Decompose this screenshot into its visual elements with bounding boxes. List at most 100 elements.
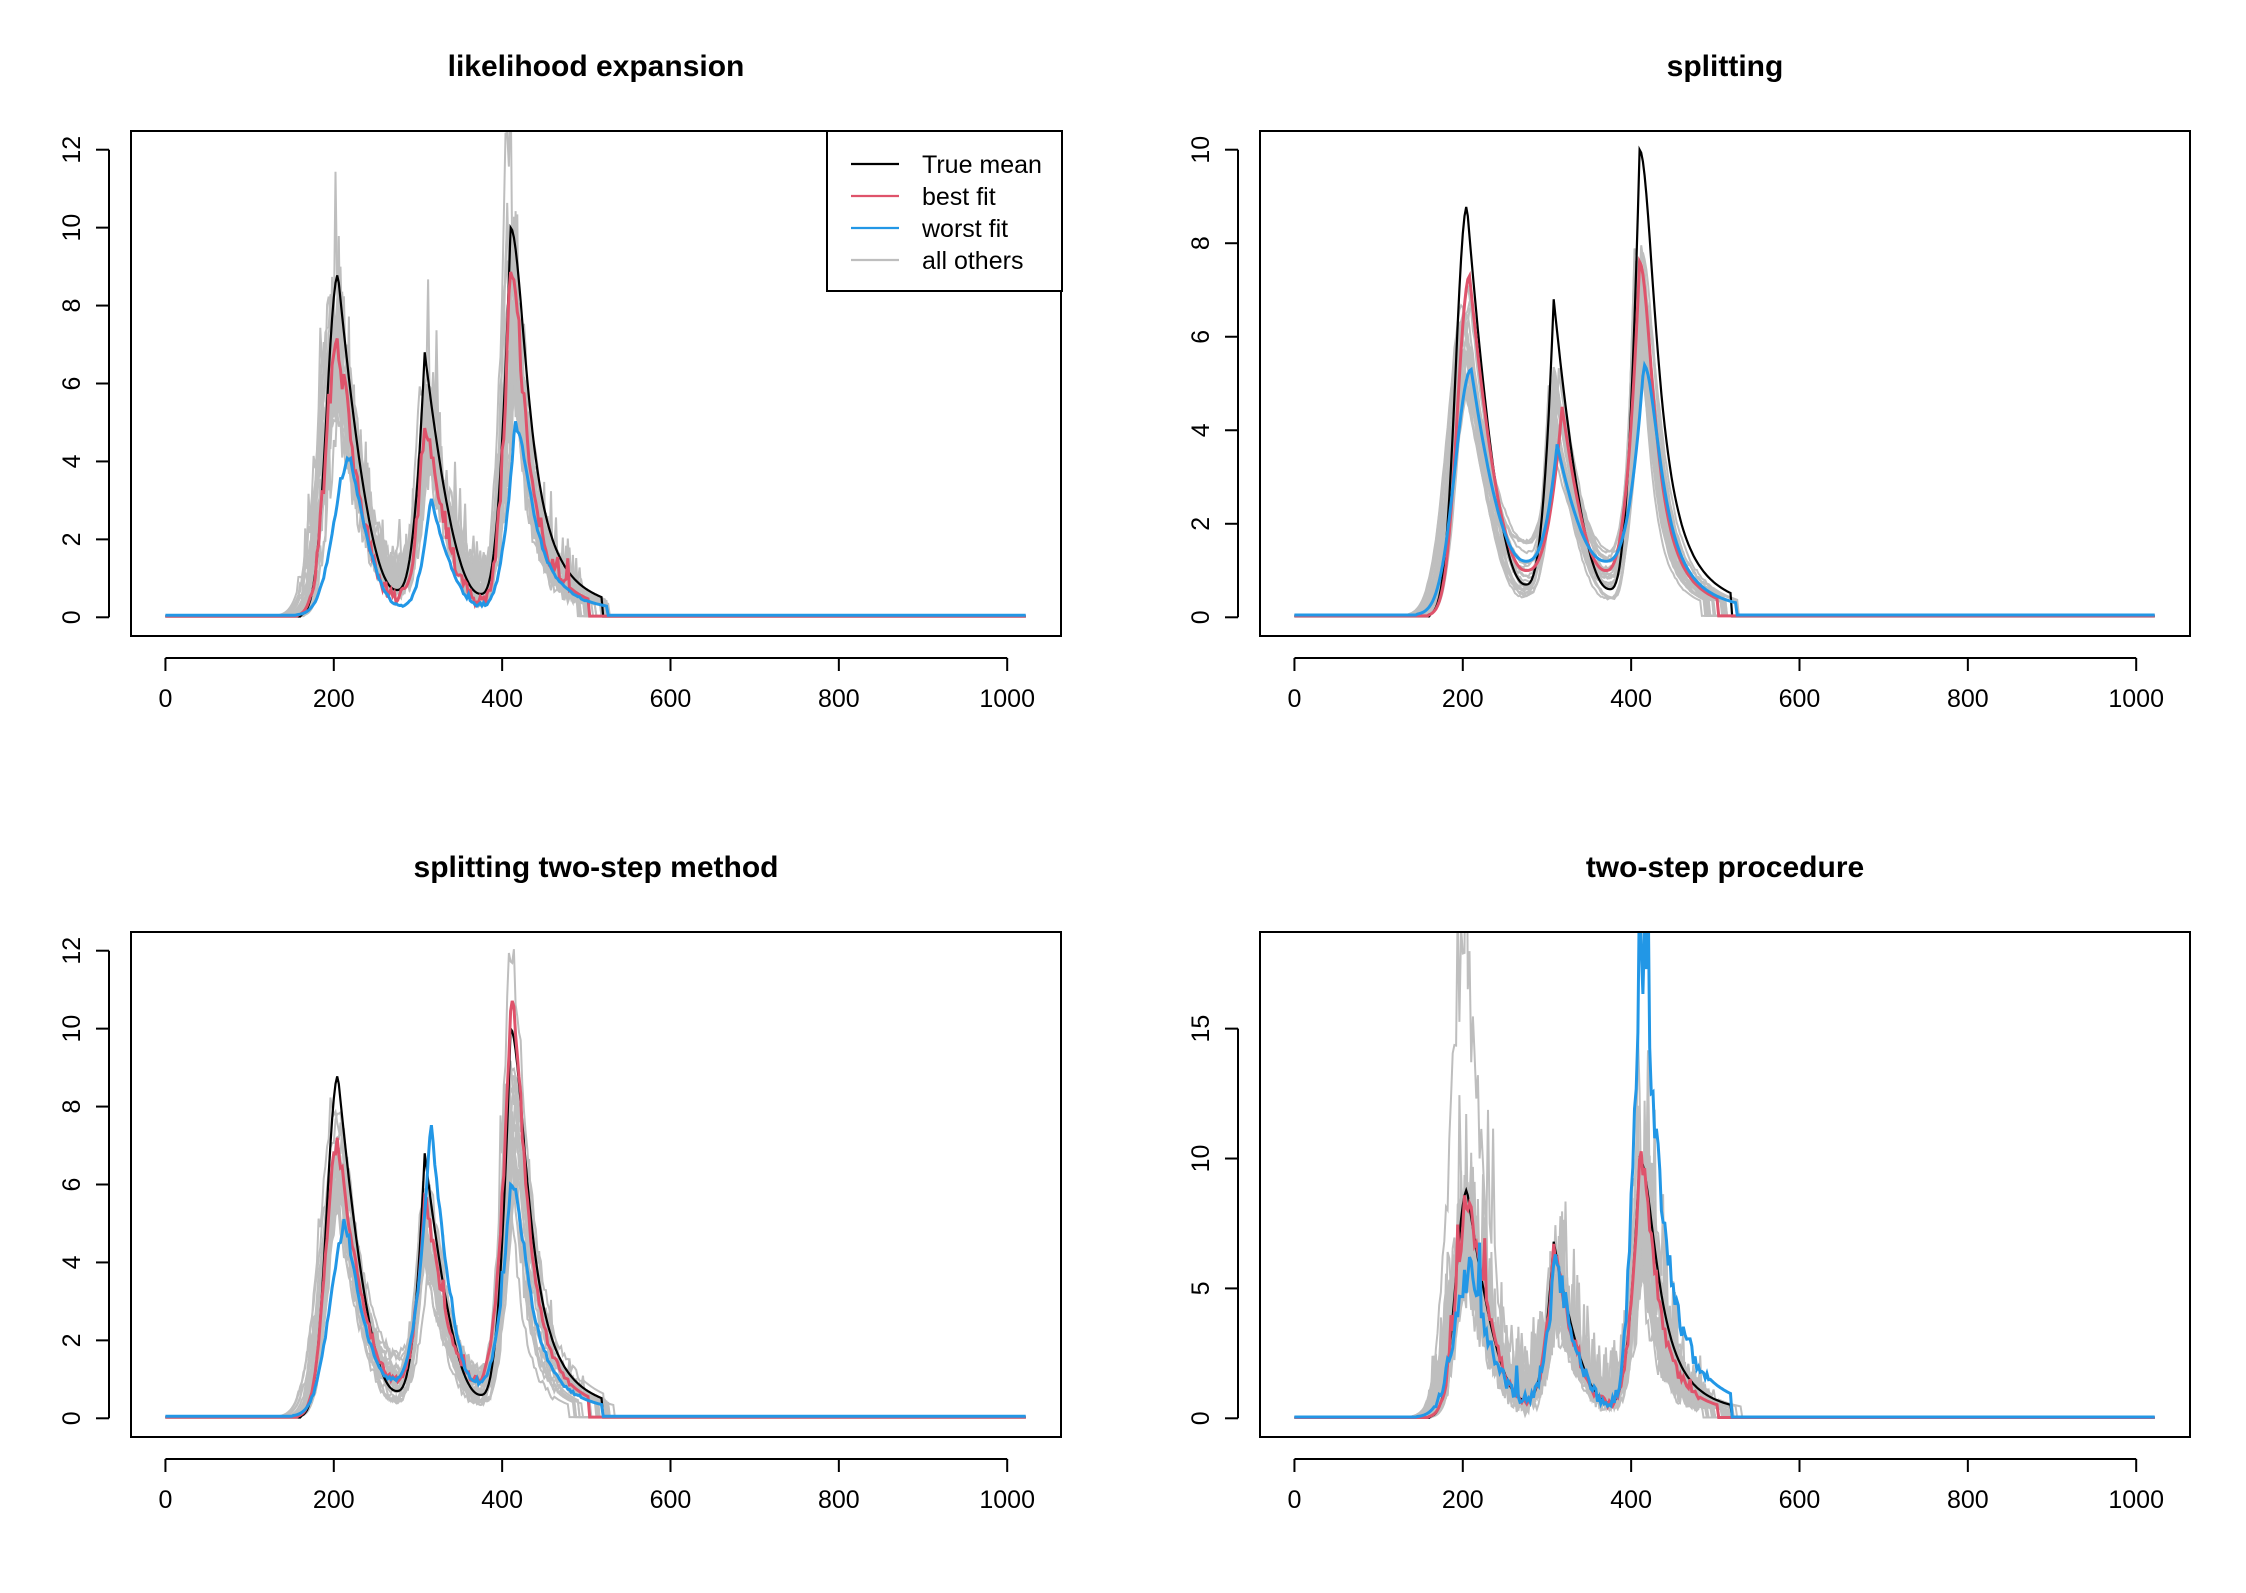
series-line-all-others (165, 279, 1026, 618)
series-line-true-mean (1294, 145, 2155, 618)
series-line-all-others (1294, 260, 2155, 617)
y-tick-label: 10 (58, 1015, 86, 1043)
y-tick-label: 5 (1187, 1281, 1215, 1295)
series-line-all-others (1294, 277, 2155, 617)
series-line-best-fit (1294, 256, 2155, 618)
series-line-all-others (1294, 248, 2155, 617)
series-line-all-others (1294, 308, 2155, 617)
x-tick-label: 1000 (2108, 1486, 2164, 1514)
panel-splitting: splitting 0 200 400 600 800 1000 0 2 4 6 8 10 (1187, 50, 2191, 713)
y-tick-label: 2 (58, 1333, 86, 1347)
series-line-all-others (165, 1077, 1026, 1419)
series-line-all-others (1294, 291, 2155, 617)
series-line-all-others (165, 235, 1026, 618)
y-tick-label: 6 (58, 1178, 86, 1192)
series-line-all-others (165, 282, 1026, 618)
series-line-all-others (165, 1165, 1026, 1419)
series-line-all-others (165, 949, 1026, 1419)
x-tick-label: 400 (481, 1486, 523, 1514)
x-tick-label: 1000 (979, 685, 1035, 713)
series-line-all-others (1294, 323, 2155, 617)
chart-title-splitting-two-step-method: splitting two-step method (414, 851, 779, 884)
y-tick-label: 8 (58, 1100, 86, 1114)
series-line-best-fit (1294, 1151, 2155, 1419)
x-tick-label: 1000 (979, 1486, 1035, 1514)
series-line-all-others (1294, 252, 2155, 617)
series-line-all-others (165, 1116, 1026, 1419)
series-line-all-others (165, 1057, 1026, 1419)
series-line-all-others (1294, 932, 2155, 1419)
series-line-all-others (165, 350, 1026, 618)
y-tick-label: 12 (58, 937, 86, 965)
x-tick-label: 200 (313, 685, 355, 713)
y-tick-label: 0 (1187, 1411, 1215, 1425)
series-line-best-fit (165, 271, 1026, 618)
legend-label: True mean (922, 151, 1042, 179)
x-tick-label: 800 (818, 1486, 860, 1514)
series-line-all-others (1294, 271, 2155, 617)
series-line-all-others (165, 1155, 1026, 1419)
legend-label: worst fit (921, 215, 1008, 243)
series-line-all-others (165, 304, 1026, 618)
x-tick-label: 200 (1442, 685, 1484, 713)
y-tick-label: 6 (1187, 330, 1215, 344)
series-line-true-mean (1294, 1155, 2155, 1419)
series-line-all-others (1294, 1201, 2155, 1419)
plot-frame (130, 931, 1062, 1438)
series-line-all-others (165, 1091, 1026, 1419)
series-line-all-others (165, 247, 1026, 618)
series-line-all-others (1294, 285, 2155, 617)
series-line-all-others (1294, 1050, 2155, 1419)
y-tick-label: 0 (1187, 610, 1215, 624)
panel-two-step-procedure: two-step procedure 0 200 400 600 800 1000 0 5 10 1… (1187, 851, 2191, 1514)
y-tick-label: 4 (58, 1255, 86, 1269)
series-line-worst-fit (165, 1125, 1026, 1418)
x-tick-label: 800 (818, 685, 860, 713)
x-tick-label: 400 (481, 685, 523, 713)
series-line-all-others (165, 1129, 1026, 1419)
plot-frame (130, 130, 1062, 637)
panel-splitting-two-step-method: splitting two-step method 0 200 400 600 800 10… (58, 851, 1062, 1514)
x-tick-label: 400 (1610, 1486, 1652, 1514)
x-tick-label: 200 (1442, 1486, 1484, 1514)
series-line-all-others (165, 1094, 1026, 1419)
chart-title-two-step-procedure: two-step procedure (1586, 851, 1864, 884)
x-tick-label: 600 (1779, 1486, 1821, 1514)
x-tick-label: 600 (650, 1486, 692, 1514)
series-line-all-others (1294, 309, 2155, 617)
series-line-all-others (1294, 298, 2155, 617)
y-tick-label: 10 (58, 214, 86, 242)
y-tick-label: 2 (1187, 517, 1215, 531)
series-line-all-others (1294, 1100, 2155, 1419)
plot-frame (1259, 130, 2191, 637)
x-tick-label: 1000 (2108, 685, 2164, 713)
series-line-all-others (1294, 1144, 2155, 1419)
x-tick-label: 200 (313, 1486, 355, 1514)
series-line-all-others (1294, 1200, 2155, 1419)
series-line-all-others (165, 1147, 1026, 1419)
panel-likelihood-expansion: likelihood expansion 0 200 400 600 800 1000 0 2 4… (58, 50, 1063, 713)
series-line-all-others (1294, 1167, 2155, 1419)
y-tick-label: 2 (58, 532, 86, 546)
series-line-all-others (165, 306, 1026, 618)
series-line-all-others (165, 1083, 1026, 1419)
series-line-all-others (1294, 1146, 2155, 1419)
plot-area (1294, 932, 2155, 1419)
series-line-all-others (165, 1067, 1026, 1419)
y-tick-label: 10 (1187, 136, 1215, 164)
y-tick-label: 4 (1187, 423, 1215, 437)
y-tick-label: 0 (58, 1411, 86, 1425)
y-tick-label: 8 (1187, 236, 1215, 250)
series-line-all-others (1294, 343, 2155, 617)
series-line-all-others (165, 1086, 1026, 1419)
chart-title-splitting: splitting (1667, 50, 1784, 83)
legend: True mean best fit worst fit all others (826, 130, 1063, 292)
series-line-best-fit (165, 1000, 1026, 1419)
series-line-worst-fit (1294, 932, 2155, 1419)
x-tick-label: 0 (158, 1486, 172, 1514)
series-line-all-others (165, 1109, 1026, 1419)
series-line-all-others (1294, 1182, 2155, 1419)
series-line-all-others (1294, 1200, 2155, 1419)
x-tick-label: 800 (1947, 1486, 1989, 1514)
series-line-all-others (165, 266, 1026, 618)
